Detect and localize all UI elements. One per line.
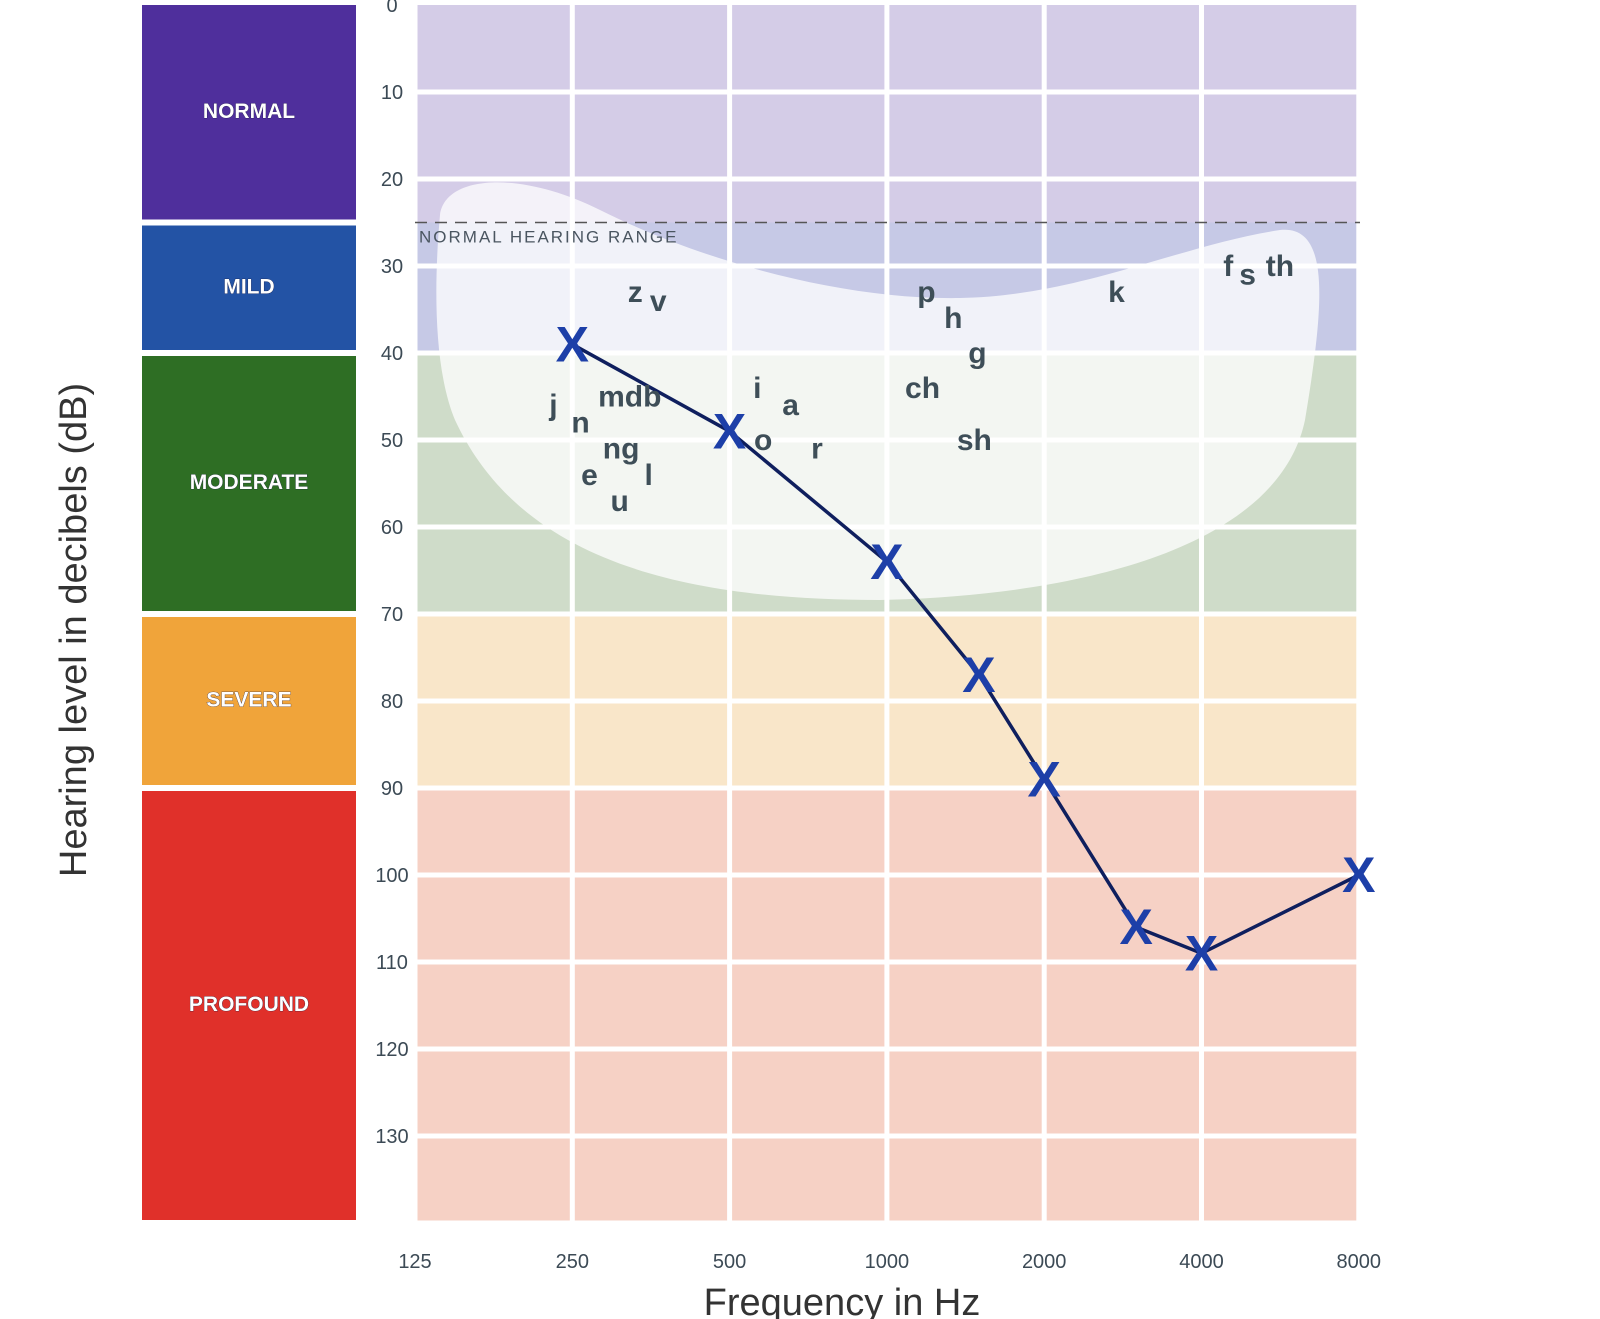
x-tick-label: 250 [556, 1251, 589, 1273]
severity-block-mild [142, 225, 356, 350]
y-tick-label: 40 [381, 343, 403, 365]
y-tick-label: 60 [381, 517, 403, 539]
phoneme-label: sh [957, 424, 992, 457]
x-tick-label: 125 [398, 1251, 431, 1273]
severity-label: MODERATE [190, 471, 309, 494]
y-tick-label: 70 [381, 604, 403, 626]
phoneme-label: ng [603, 433, 640, 466]
threshold-marker-x-icon: X [713, 403, 746, 459]
y-axis-ticks: 0 10 20 30 40 50 60 70 80 90 100 110 120 130 [375, 0, 408, 1148]
y-tick-label: 50 [381, 430, 403, 452]
phoneme-label: f [1223, 250, 1234, 283]
phoneme-label: j [548, 389, 557, 422]
phoneme-label: s [1239, 259, 1256, 292]
normal-hearing-range-label: NORMAL HEARING RANGE [419, 228, 678, 247]
phoneme-label: l [644, 459, 652, 492]
y-tick-label: 130 [375, 1126, 408, 1148]
phoneme-label: v [650, 285, 667, 318]
phoneme-label: e [581, 459, 598, 492]
threshold-marker-x-icon: X [1120, 899, 1153, 955]
threshold-marker-x-icon: X [1342, 847, 1375, 903]
phoneme-label: z [628, 276, 643, 309]
y-tick-label: 0 [386, 0, 397, 17]
threshold-marker-x-icon: X [962, 647, 995, 703]
phoneme-label: r [811, 433, 823, 466]
phoneme-label: o [754, 424, 772, 457]
y-tick-label: 20 [381, 169, 403, 191]
y-tick-label: 110 [376, 952, 408, 974]
threshold-marker-x-icon: X [870, 534, 903, 590]
x-tick-label: 8000 [1337, 1251, 1382, 1273]
severity-legend: NORMAL MILD MODERATE SEVERE PROFOUND [142, 5, 356, 1220]
phoneme-label: k [1108, 276, 1125, 309]
threshold-marker-x-icon: X [1185, 925, 1218, 981]
severity-label: MILD [223, 275, 274, 298]
phoneme-label: g [968, 337, 986, 370]
severity-label: NORMAL [203, 100, 295, 123]
phoneme-label: p [917, 276, 935, 309]
phoneme-label: n [571, 407, 589, 440]
speech-banana-region [436, 182, 1320, 600]
phoneme-label: i [753, 372, 761, 405]
y-tick-label: 30 [381, 256, 403, 278]
grid-lines [412, 5, 1362, 1226]
y-tick-label: 120 [375, 1039, 408, 1061]
threshold-line [571, 342, 1360, 956]
severity-label: PROFOUND [189, 993, 309, 1016]
threshold-marker-x-icon: X [556, 316, 589, 372]
phoneme-label: u [610, 485, 628, 518]
y-tick-label: 90 [381, 778, 403, 800]
y-tick-label: 10 [381, 82, 403, 104]
severity-block-profound [142, 791, 356, 1220]
x-axis-title: Frequency in Hz [704, 1282, 981, 1319]
phoneme-label: th [1266, 250, 1294, 283]
y-tick-label: 80 [381, 691, 403, 713]
phoneme-label: h [944, 302, 962, 335]
phoneme-label: mdb [598, 381, 661, 414]
x-tick-label: 500 [713, 1251, 746, 1273]
threshold-marker-x-icon: X [1028, 751, 1061, 807]
severity-block-normal [142, 5, 356, 220]
severity-block-moderate [142, 356, 356, 611]
x-tick-label: 4000 [1179, 1251, 1224, 1273]
phoneme-label: a [782, 389, 799, 422]
severity-block-severe [142, 617, 356, 785]
x-tick-label: 1000 [865, 1251, 910, 1273]
phoneme-label: ch [905, 372, 940, 405]
y-axis-title: Hearing level in decibels (dB) [53, 383, 95, 877]
x-tick-label: 2000 [1022, 1251, 1067, 1273]
x-axis-ticks: 125 250 500 1000 2000 4000 8000 [398, 1251, 1381, 1273]
severity-label: SEVERE [206, 689, 291, 712]
y-tick-label: 100 [375, 865, 408, 887]
